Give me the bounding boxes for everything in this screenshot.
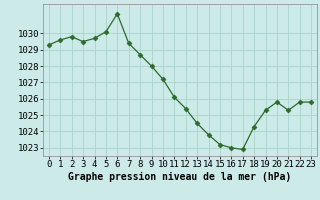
X-axis label: Graphe pression niveau de la mer (hPa): Graphe pression niveau de la mer (hPa): [68, 172, 292, 182]
